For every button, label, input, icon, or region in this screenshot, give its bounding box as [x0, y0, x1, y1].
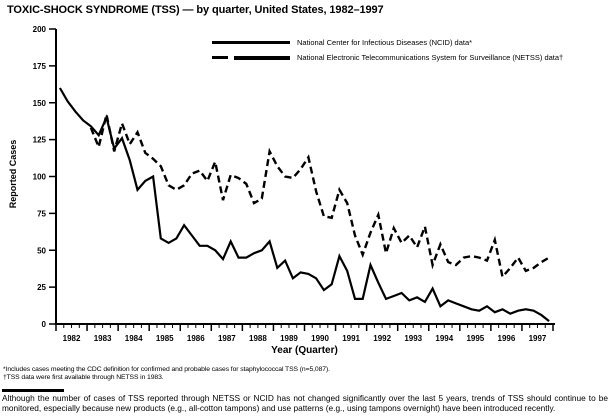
y-tick-label: 50 [37, 246, 46, 255]
x-year-label: 1986 [187, 334, 205, 343]
y-tick-label: 200 [33, 25, 47, 34]
legend: National Center for Infectious Diseases … [212, 35, 563, 65]
x-year-label: 1993 [404, 334, 422, 343]
series-ncid-line [58, 87, 550, 322]
legend-dashed-line-icon [212, 55, 290, 60]
x-year-label: 1995 [466, 334, 484, 343]
y-tick-label: 0 [42, 320, 47, 329]
x-year-label: 1987 [218, 334, 236, 343]
x-year-label: 1985 [156, 334, 174, 343]
footnote-netss: †TSS data were first available through N… [3, 374, 164, 381]
x-year-label: 1983 [94, 334, 112, 343]
y-tick-label: 25 [37, 283, 46, 292]
y-axis-title: Reported Cases [8, 139, 18, 209]
x-year-label: 1997 [529, 334, 547, 343]
chart-svg: 0 25 50 75 100 125 150 175 200 1982 1983 1984 1985 19… [33, 25, 555, 343]
legend-label-ncid: National Center for Infectious Diseases … [297, 38, 473, 47]
footnote-ncid: *Includes cases meeting the CDC definiti… [3, 366, 330, 373]
y-tick-label: 175 [33, 62, 47, 71]
x-year-label: 1991 [342, 334, 360, 343]
x-year-label: 1990 [311, 334, 329, 343]
x-axis-title: Year (Quarter) [271, 345, 338, 356]
x-year-label: 1988 [249, 334, 267, 343]
y-tick-label: 150 [33, 99, 47, 108]
x-year-label: 1994 [435, 334, 453, 343]
legend-row-ncid: National Center for Infectious Diseases … [212, 35, 563, 50]
x-year-label: 1996 [498, 334, 516, 343]
x-year-label: 1989 [280, 334, 298, 343]
y-tick-label: 125 [33, 136, 47, 145]
x-year-label: 1984 [125, 334, 143, 343]
commentary-note: Although the number of cases of TSS repo… [2, 393, 608, 413]
divider-rule [2, 389, 64, 392]
legend-label-netss: National Electronic Telecommunications S… [297, 53, 564, 62]
x-year-label: 1992 [373, 334, 391, 343]
x-year-label: 1982 [63, 334, 81, 343]
y-tick-label: 100 [33, 173, 47, 182]
series-netss-line [89, 114, 550, 280]
y-tick-label: 75 [37, 209, 46, 218]
legend-row-netss: National Electronic Telecommunications S… [212, 50, 563, 65]
legend-solid-line-icon [212, 41, 290, 44]
chart-title: TOXIC-SHOCK SYNDROME (TSS) — by quarter,… [7, 4, 384, 16]
